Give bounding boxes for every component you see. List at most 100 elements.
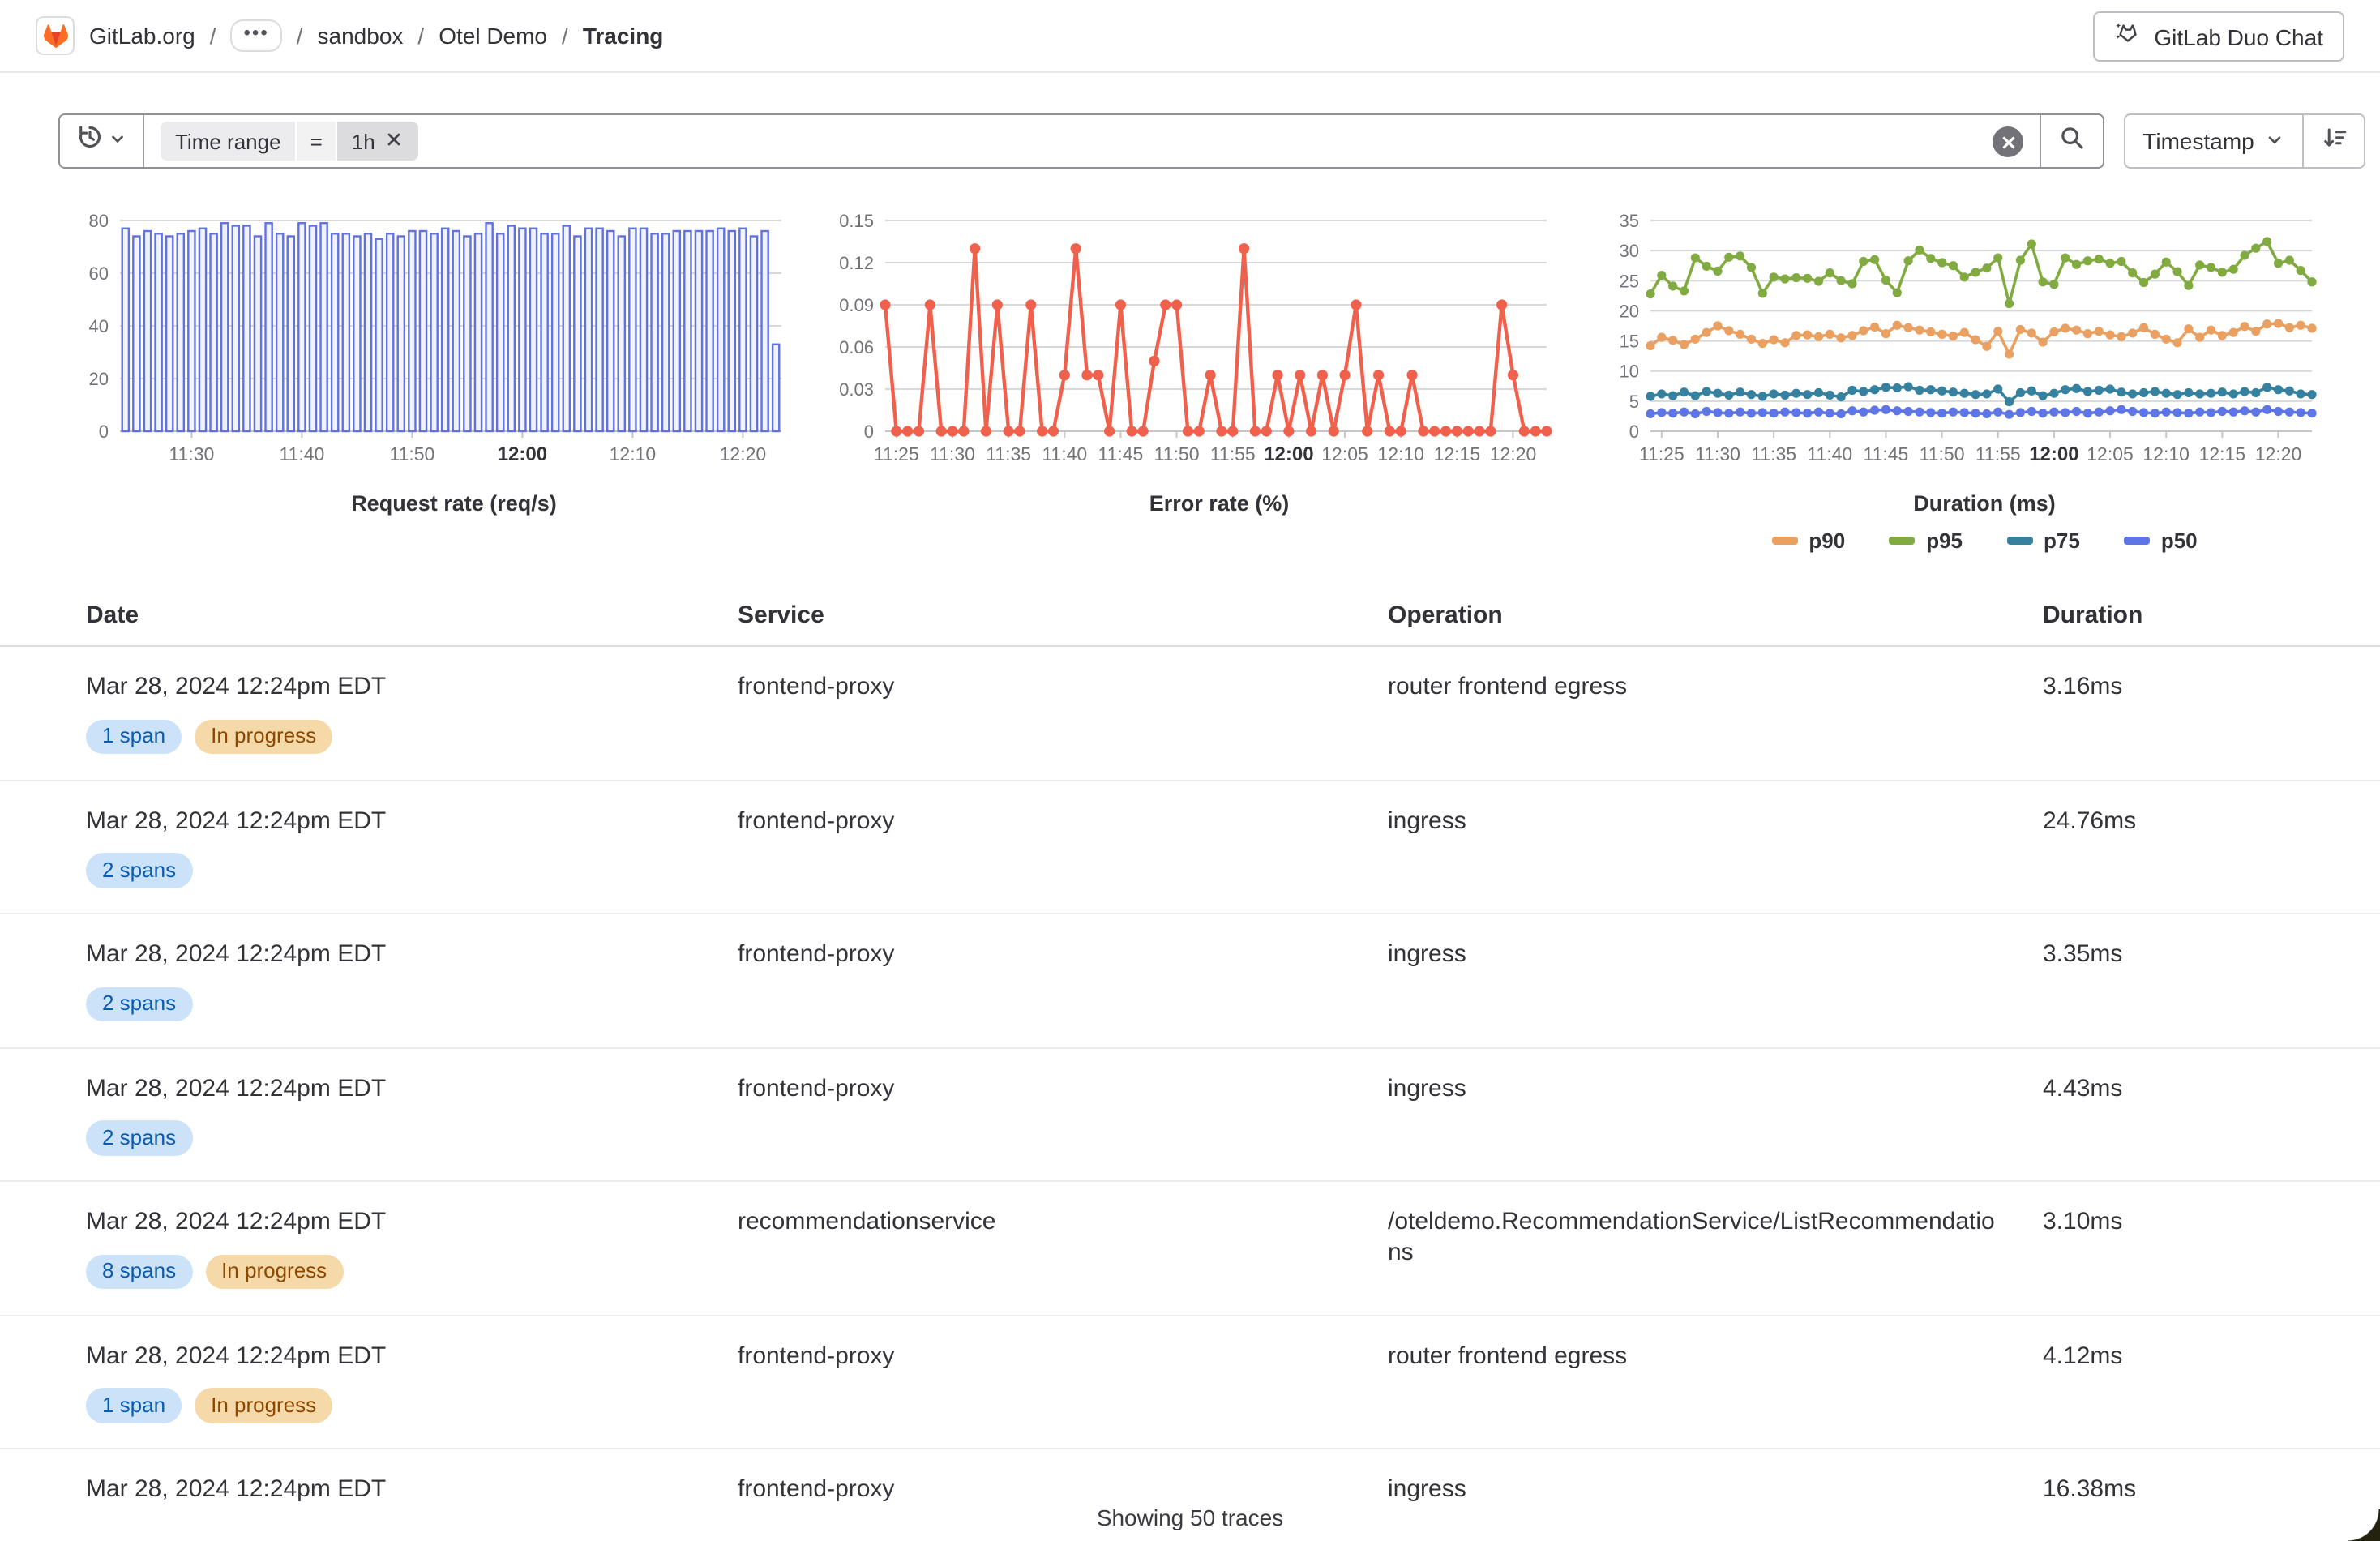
span-count-badge: 2 spans	[86, 1120, 193, 1155]
svg-text:11:55: 11:55	[1210, 443, 1256, 464]
sort-direction-button[interactable]	[2302, 115, 2364, 167]
filtered-search-bar: Time range = 1h	[58, 113, 2104, 169]
sort-field-label: Timestamp	[2142, 128, 2254, 154]
window-corner-artifact	[2348, 1509, 2380, 1541]
svg-text:40: 40	[89, 316, 109, 336]
sort-descending-icon	[2321, 124, 2347, 158]
table-row[interactable]: Mar 28, 2024 12:24pm EDT 2 spans fronten…	[0, 1048, 2380, 1182]
span-count-badge: 2 spans	[86, 987, 193, 1021]
svg-text:11:50: 11:50	[1920, 443, 1965, 464]
error-rate-chart: 0 0.03 0.06 0.09 0.12 0.15 11:25 11:30 11:35 11:4…	[839, 211, 1552, 465]
chevron-down-icon	[109, 126, 126, 156]
svg-text:11:40: 11:40	[1042, 443, 1087, 464]
duo-chat-icon	[2113, 21, 2141, 52]
svg-text:35: 35	[1620, 211, 1639, 231]
search-button[interactable]	[2040, 115, 2103, 167]
svg-text:11:25: 11:25	[874, 443, 919, 464]
svg-text:11:35: 11:35	[986, 443, 1031, 464]
table-row[interactable]: Mar 28, 2024 12:24pm EDT 2 spans fronten…	[0, 914, 2380, 1048]
breadcrumb-item-otel-demo[interactable]: Otel Demo	[439, 23, 548, 49]
svg-text:30: 30	[1620, 241, 1639, 261]
legend-item-p50[interactable]: p50	[2123, 529, 2198, 553]
svg-text:11:45: 11:45	[1098, 443, 1144, 464]
sort-control: Timestamp	[2124, 113, 2365, 169]
duration-chart: 0 5 10 15 20 25 30 35 11:25 11:30 11:35 11:40 11:45 1…	[1620, 211, 2317, 465]
trace-date: Mar 28, 2024 12:24pm EDT	[86, 673, 387, 700]
svg-text:11:45: 11:45	[1864, 443, 1909, 464]
filter-token-operator[interactable]: =	[297, 122, 336, 161]
search-history-dropdown[interactable]	[60, 115, 144, 167]
table-row[interactable]: Mar 28, 2024 12:24pm EDT 1 span In progre…	[0, 647, 2380, 781]
legend-swatch-p90	[1771, 537, 1798, 545]
svg-text:25: 25	[1620, 271, 1639, 291]
svg-text:0: 0	[1629, 422, 1639, 442]
table-row[interactable]: Mar 28, 2024 12:24pm EDT frontend-proxy …	[0, 1449, 2380, 1541]
svg-text:12:00: 12:00	[2029, 443, 2078, 465]
filter-token-field[interactable]: Time range	[161, 122, 296, 161]
svg-text:12:10: 12:10	[610, 443, 657, 464]
svg-text:60: 60	[89, 263, 109, 284]
filter-token-value-label: 1h	[351, 129, 375, 153]
svg-text:11:30: 11:30	[169, 443, 214, 464]
breadcrumb-ellipsis-button[interactable]: •••	[230, 19, 282, 52]
trace-operation: router frontend egress	[1388, 673, 1628, 700]
breadcrumb-separator: /	[417, 23, 425, 49]
trace-date: Mar 28, 2024 12:24pm EDT	[86, 1475, 387, 1503]
filter-token-value[interactable]: 1h	[336, 122, 419, 161]
trace-date-cell: Mar 28, 2024 12:24pm EDT 1 span In progre…	[86, 1342, 738, 1448]
svg-text:80: 80	[89, 211, 109, 231]
trace-date: Mar 28, 2024 12:24pm EDT	[86, 1208, 387, 1235]
trace-operation: ingress	[1388, 1074, 1466, 1102]
trace-duration: 16.38ms	[2043, 1475, 2137, 1503]
chart-title: Request rate (req/s)	[351, 491, 557, 516]
trace-date-cell: Mar 28, 2024 12:24pm EDT 8 spans In progr…	[86, 1208, 738, 1314]
legend-label-p50: p50	[2160, 529, 2198, 553]
legend-item-p90[interactable]: p90	[1771, 529, 1845, 553]
trace-service: frontend-proxy	[738, 1475, 895, 1503]
filter-token-time-range[interactable]: Time range = 1h	[161, 122, 419, 161]
trace-operation: router frontend egress	[1388, 1342, 1628, 1369]
table-row[interactable]: Mar 28, 2024 12:24pm EDT 8 spans In progr…	[0, 1182, 2380, 1316]
breadcrumb-item-sandbox[interactable]: sandbox	[317, 23, 404, 49]
top-bar: GitLab.org / ••• / sandbox / Otel Demo / Tracing…	[0, 0, 2380, 73]
trace-badges: 1 span In progress	[86, 719, 702, 754]
duo-chat-label: GitLab Duo Chat	[2154, 24, 2323, 49]
sort-field-dropdown[interactable]: Timestamp	[2125, 115, 2302, 167]
traces-table-header: Date Service Operation Duration	[0, 585, 2380, 647]
search-icon	[2059, 124, 2085, 158]
svg-text:11:55: 11:55	[1975, 443, 2021, 464]
duo-chat-button[interactable]: GitLab Duo Chat	[2092, 11, 2344, 62]
svg-text:0.09: 0.09	[839, 295, 874, 315]
filtered-search-input[interactable]: Time range = 1h	[144, 115, 2040, 167]
legend-item-p75[interactable]: p75	[2006, 529, 2080, 553]
legend-label-p75: p75	[2044, 529, 2080, 553]
chart-title: Duration (ms)	[1913, 491, 2056, 516]
gitlab-logo-icon[interactable]	[36, 16, 75, 55]
legend-item-p95[interactable]: p95	[1889, 529, 1963, 553]
status-badge: In progress	[195, 1388, 333, 1423]
svg-text:0.15: 0.15	[839, 211, 874, 231]
span-count-badge: 8 spans	[86, 1254, 193, 1289]
trace-duration: 24.76ms	[2043, 807, 2137, 834]
breadcrumb-item-gitlab-org[interactable]: GitLab.org	[89, 23, 195, 49]
clear-search-icon[interactable]	[1993, 126, 2023, 157]
table-row[interactable]: Mar 28, 2024 12:24pm EDT 1 span In progre…	[0, 1316, 2380, 1449]
breadcrumb-separator: /	[562, 23, 568, 49]
trace-service: recommendationservice	[738, 1208, 996, 1235]
svg-text:15: 15	[1620, 332, 1639, 352]
request-rate-chart: 0 20 40 60 80 11:30 11:40 11:50 12:00 12:10 12:20	[89, 211, 781, 465]
breadcrumb: GitLab.org / ••• / sandbox / Otel Demo / Tracing	[36, 16, 663, 55]
legend-label-p95: p95	[1926, 529, 1963, 553]
legend-swatch-p95	[1889, 537, 1916, 545]
span-count-badge: 1 span	[86, 1388, 182, 1423]
trace-date: Mar 28, 2024 12:24pm EDT	[86, 940, 387, 968]
token-close-icon[interactable]	[385, 129, 405, 153]
breadcrumb-separator: /	[209, 23, 216, 49]
legend-swatch-p75	[2006, 537, 2032, 545]
table-row[interactable]: Mar 28, 2024 12:24pm EDT 2 spans fronten…	[0, 781, 2380, 914]
svg-text:12:05: 12:05	[2087, 443, 2134, 464]
trace-operation: ingress	[1388, 1475, 1466, 1503]
trace-date-cell: Mar 28, 2024 12:24pm EDT	[86, 1475, 738, 1541]
breadcrumb-separator: /	[296, 23, 303, 49]
